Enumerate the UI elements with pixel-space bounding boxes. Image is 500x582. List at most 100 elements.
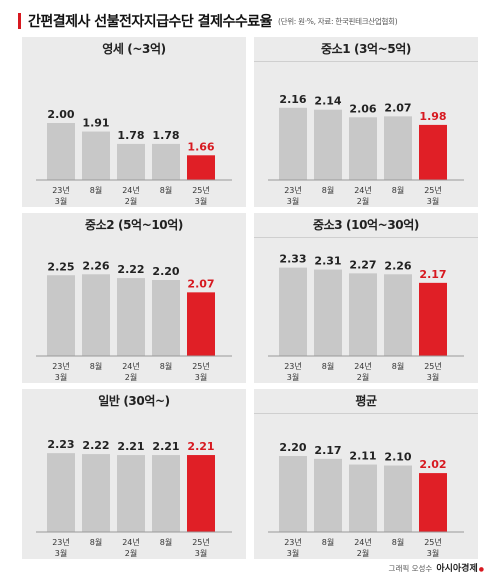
chart-panel: 중소1 (3억~5억) 2.16 23년 3월 2.14 8월 2.06 24년 2월 2.07 8… [254,37,478,207]
x-tick-label: 8월 [160,537,172,547]
chart-title: 중소1 (3억~5억) [254,37,478,62]
x-tick-label: 3월 [195,372,207,382]
x-tick-label: 3월 [55,372,67,382]
bar [349,273,377,356]
x-tick-label: 3월 [287,196,299,206]
data-label: 2.06 [349,102,376,115]
data-label: 1.78 [117,129,144,142]
chart-panel: 평균 2.20 23년 3월 2.17 8월 2.11 24년 2월 2.10 8월 2.02 25년 3… [254,389,478,559]
bar [314,109,342,180]
bar [82,454,110,532]
data-label: 2.02 [419,458,446,471]
x-tick-label: 8월 [392,537,404,547]
x-tick-label: 24년 [122,361,140,371]
x-tick-label: 3월 [427,196,439,206]
bar [47,275,75,356]
data-label: 2.17 [419,268,446,281]
x-tick-label: 24년 [354,537,372,547]
bar [47,453,75,532]
x-tick-label: 8월 [322,537,334,547]
x-tick-label: 3월 [195,548,207,558]
data-label: 2.07 [187,277,214,290]
x-tick-label: 23년 [284,185,302,195]
data-label: 1.91 [82,117,109,130]
chart-title: 중소2 (5억~10억) [85,218,183,232]
chart-panel: 중소2 (5억~10억) 2.25 23년 3월 2.26 8월 2.22 24년 2월 2.20… [22,213,246,383]
x-tick-label: 25년 [424,361,442,371]
chart-panel: 영세 (~3억) 2.00 23년 3월 1.91 8월 1.78 24년 2월 1.78 8월 1.… [22,37,246,207]
x-tick-label: 24년 [122,537,140,547]
bar [384,116,412,180]
bar-highlight [187,292,215,356]
data-label: 2.00 [47,108,74,121]
bar-highlight [187,155,215,180]
data-label: 2.22 [117,263,144,276]
chart-title: 평균 [254,389,478,414]
bar [279,456,307,532]
chart-title: 중소3 (10억~30억) [254,213,478,238]
data-label: 2.21 [117,440,144,453]
bar [152,143,180,180]
x-tick-label: 24년 [354,361,372,371]
x-tick-label: 2월 [357,372,369,382]
x-tick-label: 8월 [160,361,172,371]
bar [82,274,110,356]
data-label: 2.31 [314,255,341,268]
chart-title: 일반 (30억~) [98,394,170,408]
bar-highlight [419,124,447,180]
x-tick-label: 8월 [392,185,404,195]
data-label: 1.98 [419,110,446,123]
graphic-credit: 그래픽 오성수 [388,564,433,573]
bar [47,123,75,180]
data-label: 2.17 [314,444,341,457]
x-tick-label: 8월 [160,185,172,195]
data-label: 2.20 [279,441,306,454]
data-label: 2.21 [152,440,179,453]
x-tick-label: 2월 [125,196,137,206]
data-label: 2.33 [279,253,306,266]
x-tick-label: 2월 [125,372,137,382]
data-label: 2.21 [187,440,214,453]
x-tick-label: 8월 [90,537,102,547]
x-tick-label: 8월 [90,361,102,371]
chart-panel: 일반 (30억~) 2.23 23년 3월 2.22 8월 2.21 24년 2월 2.21 8월 2… [22,389,246,559]
data-label: 2.10 [384,451,411,464]
brand-logo: 아시아경제 [436,564,478,574]
data-label: 2.23 [47,438,74,451]
bar-highlight [419,282,447,356]
x-tick-label: 23년 [52,361,70,371]
x-tick-label: 23년 [284,537,302,547]
data-label: 2.20 [152,265,179,278]
bar [152,455,180,532]
x-tick-label: 3월 [55,548,67,558]
bar [152,280,180,356]
chart-title: 영세 (~3억) [102,42,166,56]
x-tick-label: 8월 [392,361,404,371]
x-tick-label: 3월 [195,196,207,206]
x-tick-label: 3월 [287,372,299,382]
x-tick-label: 25년 [424,185,442,195]
x-tick-label: 24년 [122,185,140,195]
bar [314,458,342,532]
x-tick-label: 3월 [427,548,439,558]
bar [349,117,377,180]
x-tick-label: 8월 [322,361,334,371]
x-tick-label: 2월 [357,196,369,206]
data-label: 2.26 [82,259,109,272]
x-tick-label: 3월 [427,372,439,382]
bar [279,267,307,356]
x-tick-label: 3월 [287,548,299,558]
x-tick-label: 23년 [52,537,70,547]
x-tick-label: 2월 [357,548,369,558]
x-tick-label: 2월 [125,548,137,558]
data-label: 2.14 [314,95,341,108]
data-label: 2.22 [82,439,109,452]
data-label: 2.11 [349,450,376,463]
data-label: 2.16 [279,93,306,106]
